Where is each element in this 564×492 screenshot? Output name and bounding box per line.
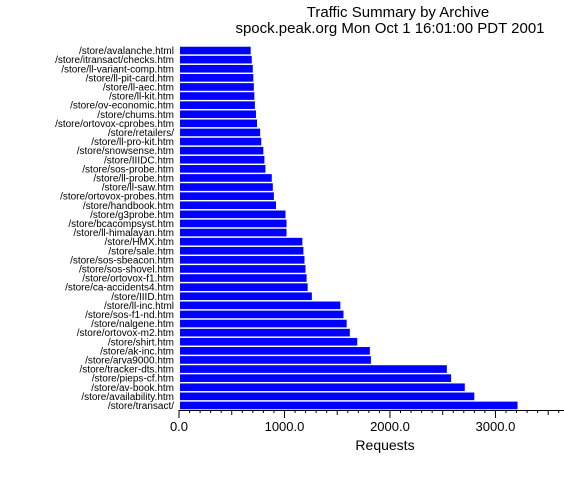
category-label-29: /store/sos-f1-nd.htm <box>85 310 174 321</box>
category-label-30: /store/nalgene.htm <box>91 319 174 330</box>
chart-title: Traffic Summary by Archive <box>307 4 490 21</box>
category-label-9: /store/retailers/ <box>108 128 174 139</box>
bar-38 <box>180 392 475 401</box>
bar-5 <box>180 92 255 100</box>
category-label-8: /store/ortovox-cprobes.htm <box>55 119 174 130</box>
bar-0 <box>180 46 251 55</box>
bar-35 <box>180 365 447 373</box>
category-label-36: /store/pieps-cf.htm <box>92 374 174 385</box>
bar-16 <box>180 192 274 200</box>
bar-14 <box>180 174 272 182</box>
category-label-11: /store/snowsense.htm <box>77 146 174 157</box>
bars-group <box>180 46 518 410</box>
x-axis-label: Requests <box>355 437 414 453</box>
category-label-4: /store/ll-aec.htm <box>103 82 174 93</box>
category-label-7: /store/chums.htm <box>97 110 174 121</box>
bar-4 <box>180 83 254 91</box>
category-label-18: /store/g3probe.htm <box>90 210 174 221</box>
category-label-34: /store/arva9000.htm <box>85 355 174 366</box>
category-label-31: /store/ortovox-m2.htm <box>77 328 174 339</box>
x-tick-label-0: 0.0 <box>170 419 188 434</box>
bar-1 <box>180 55 252 64</box>
bar-9 <box>180 128 261 137</box>
category-label-25: /store/ortovox-f1.htm <box>82 274 174 285</box>
x-tick-label-3: 3000.0 <box>476 419 516 434</box>
bar-27 <box>180 292 312 301</box>
bar-39 <box>180 401 518 410</box>
x-tick-label-1: 1000.0 <box>265 419 305 434</box>
bar-6 <box>180 101 255 109</box>
category-label-28: /store/ll-inc.html <box>104 301 174 312</box>
category-label-14: /store/ll-probe.htm <box>93 173 174 184</box>
bar-36 <box>180 374 452 382</box>
category-label-27: /store/IIID.htm <box>111 292 174 303</box>
bar-22 <box>180 246 304 255</box>
category-label-22: /store/sale.htm <box>108 246 174 257</box>
bar-29 <box>180 310 344 319</box>
bar-10 <box>180 137 262 146</box>
category-labels: /store/avalanche.html/store/itransact/ch… <box>55 46 174 412</box>
category-label-5: /store/ll-kit.htm <box>109 92 174 103</box>
x-axis: 0.0 1000.0 2000.0 3000.0 <box>170 410 564 434</box>
category-label-20: /store/ll-himalayan.htm <box>73 228 174 239</box>
bar-37 <box>180 383 465 392</box>
category-label-6: /store/ov-economic.htm <box>70 101 174 112</box>
bar-23 <box>180 256 305 264</box>
bar-12 <box>180 155 265 164</box>
bar-24 <box>180 265 306 273</box>
category-label-13: /store/sos-probe.htm <box>82 164 174 175</box>
category-label-32: /store/shirt.htm <box>108 337 174 348</box>
category-label-35: /store/tracker-dts.htm <box>80 365 174 376</box>
bar-28 <box>180 301 341 310</box>
bar-31 <box>180 328 350 337</box>
category-label-1: /store/itransact/checks.htm <box>55 55 174 66</box>
bar-11 <box>180 146 264 155</box>
bar-20 <box>180 228 287 237</box>
bar-17 <box>180 201 276 210</box>
bar-2 <box>180 64 253 73</box>
category-label-17: /store/handbook.htm <box>83 201 174 212</box>
category-label-19: /store/bcacompsyst.htm <box>68 219 174 230</box>
bar-13 <box>180 165 266 173</box>
x-tick-label-2: 2000.0 <box>370 419 410 434</box>
chart-subtitle: spock.peak.org Mon Oct 1 16:01:00 PDT 20… <box>235 20 544 37</box>
category-label-12: /store/IIIDC.htm <box>104 155 174 166</box>
bar-15 <box>180 183 273 191</box>
category-label-0: /store/avalanche.html <box>79 46 174 57</box>
bar-25 <box>180 274 307 282</box>
category-label-21: /store/HMX.htm <box>105 237 174 248</box>
bar-26 <box>180 283 308 291</box>
category-label-26: /store/ca-accidents4.htm <box>65 283 174 294</box>
bar-19 <box>180 219 287 228</box>
category-label-39: /store/transact/ <box>108 401 174 412</box>
bar-34 <box>180 356 371 364</box>
bar-33 <box>180 347 370 355</box>
bar-32 <box>180 337 358 346</box>
category-label-23: /store/sos-sbeacon.htm <box>70 255 174 266</box>
category-label-10: /store/ll-pro-kit.htm <box>91 137 174 148</box>
bar-30 <box>180 319 347 328</box>
bar-21 <box>180 237 303 246</box>
bar-7 <box>180 110 256 119</box>
category-label-38: /store/availability.htm <box>81 392 174 403</box>
category-label-2: /store/ll-variant-comp.htm <box>61 64 174 75</box>
category-label-24: /store/sos-shovel.htm <box>79 264 174 275</box>
category-label-37: /store/av-book.htm <box>91 383 174 394</box>
category-label-15: /store/ll-saw.htm <box>102 183 174 194</box>
category-label-33: /store/ak-inc.htm <box>100 346 174 357</box>
bar-3 <box>180 74 254 82</box>
bar-18 <box>180 210 286 219</box>
category-label-16: /store/ortovox-probes.htm <box>60 192 174 203</box>
bar-8 <box>180 119 257 128</box>
category-label-3: /store/ll-pit-card.htm <box>86 73 174 84</box>
